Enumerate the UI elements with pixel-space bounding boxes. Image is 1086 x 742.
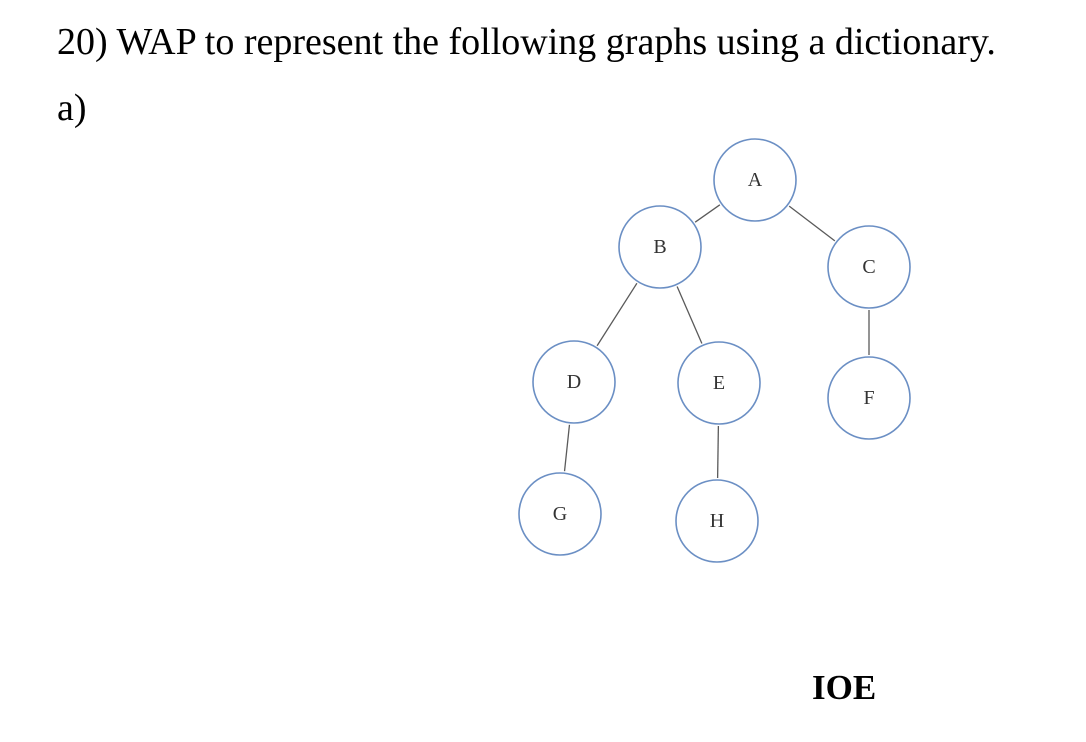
node-label: G <box>553 503 567 525</box>
node-c: C <box>827 225 911 309</box>
node-e: E <box>677 341 761 425</box>
node-a: A <box>713 138 797 222</box>
node-h: H <box>675 479 759 563</box>
edge-d-g <box>563 424 571 472</box>
part-label: a) <box>57 87 87 129</box>
node-circle <box>675 479 759 563</box>
node-label: H <box>710 510 724 532</box>
node-f: F <box>827 356 911 440</box>
node-g: G <box>518 472 602 556</box>
node-circle <box>532 340 616 424</box>
node-label: A <box>748 169 763 191</box>
node-circle <box>713 138 797 222</box>
edge-a-b <box>694 204 721 223</box>
edge-e-h <box>716 425 720 479</box>
node-d: D <box>532 340 616 424</box>
edge-b-e <box>676 286 703 344</box>
edges <box>563 204 870 479</box>
node-circle <box>827 225 911 309</box>
node-b: B <box>618 205 702 289</box>
node-label: F <box>863 387 874 409</box>
node-label: B <box>653 236 666 258</box>
node-circle <box>677 341 761 425</box>
node-label: D <box>567 371 581 393</box>
node-label: E <box>713 372 725 394</box>
edge-a-c <box>788 205 836 242</box>
node-label: C <box>862 256 875 278</box>
question-text: 20) WAP to represent the following graph… <box>57 21 996 63</box>
footer-label: IOE <box>812 668 877 707</box>
node-circle <box>827 356 911 440</box>
node-circle <box>518 472 602 556</box>
nodes: A B C D E F G H <box>518 138 911 563</box>
node-circle <box>618 205 702 289</box>
edge-b-d <box>596 282 638 347</box>
